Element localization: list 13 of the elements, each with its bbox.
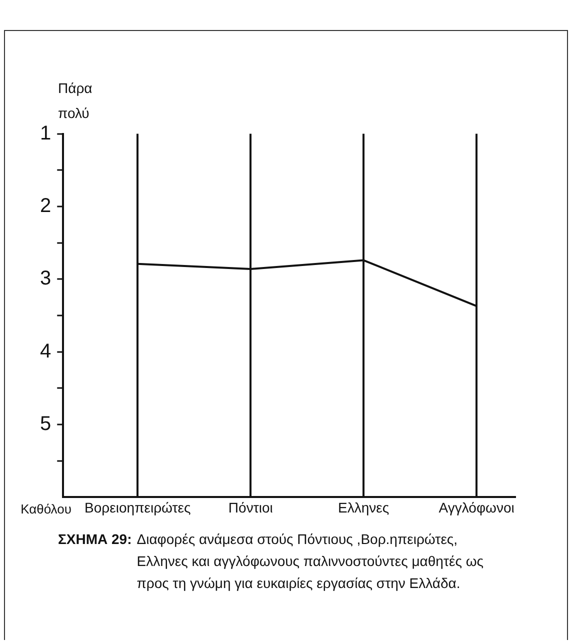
text: Διαφορές ανάμεσα στούς Πόντιους ,Βορ.ηπειρώτες, Ελληνες και αγγλόφωνους παλιννοστούντες μαθητές ως προς τη γνώμη για ευκαιρίες εργασίας στην Ελλάδα. <box>136 530 485 593</box>
y-axis-title: Πάρα πολύ <box>58 79 94 123</box>
x-tick-label: Ελληνες <box>338 499 390 516</box>
text: Καθόλου <box>20 501 72 516</box>
x-tick-label: Αγγλόφωνοι <box>438 499 514 516</box>
y-tick-label: 1 <box>40 122 52 144</box>
x-tick-label: Πόντιοι <box>228 499 273 516</box>
x-tick-label: Βορειοηπειρώτες <box>84 499 192 516</box>
y-tick-label: 3 <box>40 268 52 290</box>
y-tick-label: 5 <box>40 413 52 436</box>
y-tick-label: 4 <box>40 340 52 362</box>
text: ΣΧΗΜΑ 29: <box>58 530 132 549</box>
y-tick-label: 2 <box>40 194 52 217</box>
